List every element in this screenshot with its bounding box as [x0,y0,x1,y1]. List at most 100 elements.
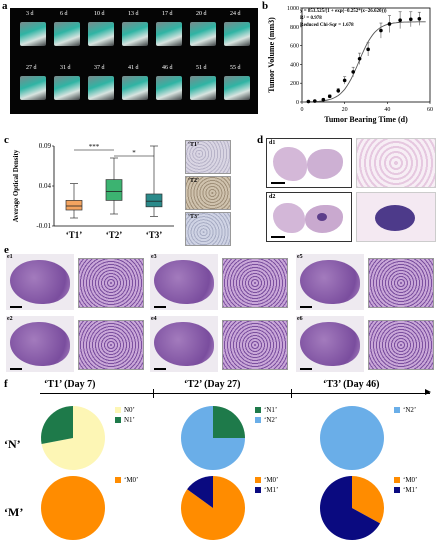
us-thumbnail: 17 d [154,10,184,50]
timepoint-t1: ‘T1’ (Day 7) [44,379,96,390]
ultrasound-image [54,76,80,100]
panel-d-label: d [257,134,264,146]
data-point [306,99,311,104]
row-label-m: ‘M’ [4,505,24,519]
ultrasound-image [224,76,250,100]
thumbnail-day-label: 6 d [60,11,68,17]
us-thumbnail: 46 d [154,64,184,104]
y-tick-label: -0.01 [36,222,51,230]
zoom-section-image [78,258,144,308]
whole-section-image: e1 [6,254,74,310]
ultrasound-image [54,22,80,46]
pie-slice [187,476,213,508]
legend-label: N0’ [124,406,135,414]
ultrasound-image [224,22,250,46]
legend-label: ‘M0’ [264,476,278,484]
timepoint-t3: ‘T3’ (Day 46) [323,379,380,390]
tumor-section-e5: e5 [296,254,434,312]
data-point [387,22,392,26]
box [145,193,163,208]
pie-slice [41,476,105,540]
panel-e-label: e [4,244,9,256]
timeline-tick [291,389,292,398]
us-thumbnail: 24 d [222,10,252,50]
pie-slice [320,406,384,470]
y-tick-label: 0.09 [39,142,52,150]
whole-section-image: e2 [6,316,74,372]
zoom-section-image [78,320,144,370]
panel-e-images: e1 e2 e3 e4 e5 e6 [6,254,436,374]
y-tick-label: 1000 [287,6,299,12]
ihc-t3-label: ‘T3’ [188,214,199,220]
y-tick-label: 400 [290,62,299,68]
y-tick-label: 200 [290,81,299,87]
tumor-section-e2: e2 [6,316,144,374]
thumbnail-day-label: 51 d [196,65,207,71]
us-thumbnail: 41 d [120,64,150,104]
us-thumbnail: 51 d [188,64,218,104]
box [105,179,123,201]
plot-frame [301,7,431,103]
thumbnail-day-label: 17 d [162,11,173,17]
legend-swatch [255,487,261,493]
optical-density-boxplot: -0.01 0.04 0.09 Average Optical Density ‘T1’… [12,142,174,240]
us-thumbnail: 20 d [188,10,218,50]
legend-label: ‘N2’ [403,406,416,414]
ultrasound-image [122,76,148,100]
legend-label: N1’ [124,416,135,424]
timeline-arrow-icon [425,389,431,395]
data-point [409,17,413,22]
legend-label: ‘M0’ [403,476,417,484]
tumor-section-e6: e6 [296,316,434,374]
section-label: e2 [7,316,13,322]
significance-label: *** [89,143,100,151]
legend-label: ‘N1’ [264,406,277,414]
pie-slice [213,406,245,438]
thumbnail-day-label: 41 d [128,65,139,71]
thumbnail-day-label: 10 d [94,11,105,17]
us-thumbnail: 3 d [18,10,48,50]
pie-slice [41,406,106,470]
legend-swatch [255,477,261,483]
category-label: ‘T3’ [146,230,163,240]
pie-charts: N0’ N1’ ‘N1’ ‘N2’ ‘N2’ ‘M0’ ‘M0’ ‘M1’ ‘M0’ ‘M1’ [41,406,417,540]
whole-section-image: e4 [150,316,218,372]
panel-a-label: a [2,0,8,12]
data-point [398,18,402,23]
x-tick-label: 40 [384,107,390,113]
lung-d2-image: d2 [266,192,352,242]
thumbnail-day-label: 3 d [26,11,34,17]
us-thumbnail: 55 d [222,64,252,104]
x-tick-label: 0 [301,107,304,113]
pie-slice [41,406,73,444]
y-tick-label: 600 [290,44,299,50]
tumor-section-e3: e3 [150,254,288,312]
thumbnail-day-label: 31 d [60,65,71,71]
thumbnail-day-label: 20 d [196,11,207,17]
tumor-section-e1: e1 [6,254,144,312]
section-label: e1 [7,254,13,260]
data-point [351,70,355,74]
us-thumbnail: 37 d [86,64,116,104]
legend-label: ‘M1’ [403,486,417,494]
ihc-t3-image: ‘T3’ [185,212,231,246]
ultrasound-image [88,22,114,46]
data-point [357,56,362,61]
ultrasound-image [20,76,46,100]
zoom-section-image [222,320,288,370]
timeline-tick [153,389,154,398]
data-point [321,97,326,102]
x-tick-label: 60 [427,107,433,113]
legend-swatch [115,407,121,413]
fit-curve [302,21,426,103]
data-point [336,88,341,93]
us-thumbnail: 6 d [52,10,82,50]
ihc-t1-label: ‘T1’ [188,142,199,148]
thumbnail-day-label: 13 d [128,11,139,17]
pie-slice [319,476,381,540]
panel-a-image: 3 d 6 d 10 d 13 d 17 d 20 d 24 d 27 d 31 d 37 d 4… [10,8,258,114]
fit-chisq: Reduced Chi-Sqr = 1.678 [300,23,354,28]
x-axis-label: Tumor Bearing Time (d) [324,115,408,124]
timepoint-t2: ‘T2’ (Day 27) [184,379,241,390]
